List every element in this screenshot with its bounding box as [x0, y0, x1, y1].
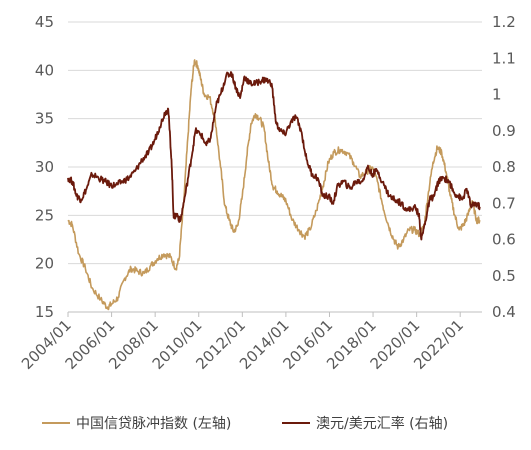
right-tick-label: 0.4 — [492, 303, 516, 321]
right-tick-label: 0.9 — [492, 122, 516, 140]
legend-label-aud-usd: 澳元/美元汇率 (右轴) — [316, 415, 448, 432]
series-line-credit-impulse — [67, 59, 481, 311]
left-tick-label: 30 — [35, 158, 54, 176]
left-tick-label: 25 — [35, 206, 54, 224]
left-tick-label: 35 — [35, 110, 54, 128]
left-tick-label: 40 — [35, 61, 54, 79]
right-tick-label: 1.1 — [492, 49, 516, 67]
series-line-aud-usd — [67, 71, 481, 241]
left-tick-label: 15 — [35, 303, 54, 321]
legend-label-credit-impulse: 中国信贷脉冲指数 (左轴) — [76, 416, 231, 432]
right-tick-label: 0.7 — [492, 194, 516, 212]
x-axis: 2004/012006/012008/012010/012012/012014/… — [18, 311, 482, 373]
right-tick-label: 1 — [492, 86, 502, 104]
right-tick-label: 0.5 — [492, 267, 516, 285]
right-y-axis-ticks: 0.4 0.5 0.6 0.7 0.8 0.9 1 1.1 1.2 — [492, 13, 516, 321]
legend: 中国信贷脉冲指数 (左轴) 澳元/美元汇率 (右轴) — [42, 415, 448, 432]
left-y-axis-ticks: 15 20 25 30 35 40 45 — [35, 13, 54, 321]
right-tick-label: 0.8 — [492, 158, 516, 176]
left-tick-label: 20 — [35, 255, 54, 273]
right-tick-label: 1.2 — [492, 13, 516, 31]
right-tick-label: 0.6 — [492, 231, 516, 249]
series-lines — [67, 59, 481, 311]
left-tick-label: 45 — [35, 13, 54, 31]
